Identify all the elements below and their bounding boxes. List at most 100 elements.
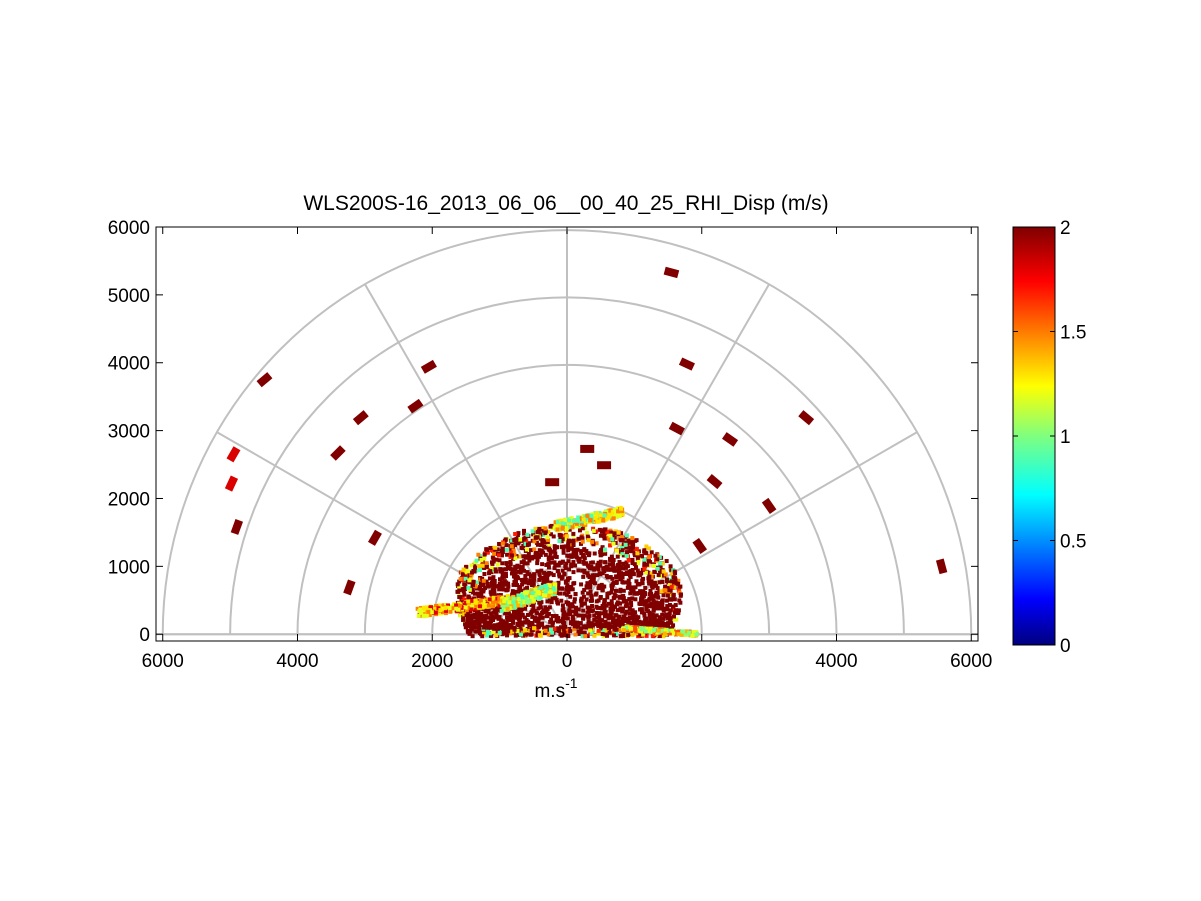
data-cell <box>679 632 684 637</box>
x-axis-label: m.s-1 <box>534 675 577 702</box>
data-cell <box>574 621 579 626</box>
data-cell-isolated <box>343 579 356 596</box>
data-cell <box>577 631 582 636</box>
data-cell <box>620 538 625 543</box>
data-cell <box>567 518 572 523</box>
data-cell <box>486 626 491 631</box>
data-cell <box>504 543 509 548</box>
data-cell <box>472 562 477 567</box>
data-cell <box>623 604 628 609</box>
data-cell <box>603 610 608 615</box>
data-cell <box>648 626 653 631</box>
data-cell <box>622 614 627 619</box>
data-cell <box>517 587 522 592</box>
data-cell <box>623 542 628 547</box>
data-cell <box>550 526 555 531</box>
data-cell <box>570 587 575 592</box>
data-cell <box>438 608 443 613</box>
data-cell <box>635 591 640 596</box>
data-cell <box>620 512 625 517</box>
data-cell <box>424 613 429 618</box>
data-cell <box>596 567 601 572</box>
data-cell-isolated <box>722 432 739 447</box>
data-cell <box>611 566 616 571</box>
data-cell <box>649 582 654 587</box>
data-cell <box>540 538 545 543</box>
data-cell <box>608 538 613 543</box>
data-cell <box>484 561 489 566</box>
data-cell <box>593 566 598 571</box>
data-cell <box>613 604 618 609</box>
data-cell <box>610 510 615 515</box>
data-cell <box>653 553 658 558</box>
data-cell <box>648 588 653 593</box>
y-tick-label: 4000 <box>108 354 150 375</box>
data-cell <box>566 545 571 550</box>
data-cell <box>569 584 574 589</box>
data-cell <box>536 630 541 635</box>
data-cell <box>457 579 462 584</box>
data-cell <box>637 632 642 637</box>
data-cell <box>517 611 522 616</box>
data-cell <box>559 560 564 565</box>
data-cell <box>603 619 608 624</box>
data-cell <box>586 564 591 569</box>
data-cell <box>612 633 617 638</box>
data-cell <box>572 599 577 604</box>
data-cell <box>581 554 586 559</box>
data-cell <box>578 621 583 626</box>
data-cell <box>520 600 525 605</box>
data-cell <box>517 554 522 559</box>
data-cell <box>537 633 542 638</box>
data-cell <box>637 628 642 633</box>
data-cell <box>527 623 532 628</box>
data-cell <box>497 630 502 635</box>
data-cell <box>601 611 606 616</box>
data-cell <box>570 525 575 530</box>
data-cell <box>506 584 511 589</box>
data-cell <box>617 560 622 565</box>
data-cell <box>506 629 511 634</box>
data-cell <box>654 583 659 588</box>
data-cell <box>557 532 562 537</box>
data-cell <box>671 623 676 628</box>
data-cell <box>421 614 426 619</box>
data-cell <box>525 532 530 537</box>
data-cell <box>504 623 509 628</box>
data-cell <box>560 521 565 526</box>
data-cell <box>580 539 585 544</box>
data-cell <box>504 630 509 635</box>
data-cell <box>592 617 597 622</box>
data-cell <box>580 634 585 639</box>
data-cell <box>592 633 597 638</box>
data-cell <box>513 531 518 536</box>
data-cell <box>600 606 605 611</box>
data-cell <box>522 536 527 541</box>
data-cell <box>548 551 553 556</box>
data-cell <box>498 606 503 611</box>
data-cell <box>492 615 497 620</box>
data-cell <box>616 509 621 514</box>
data-cell <box>523 554 528 559</box>
data-cell <box>499 548 504 553</box>
data-cell <box>582 521 587 526</box>
data-cell <box>609 610 614 615</box>
data-cell <box>490 577 495 582</box>
data-cell <box>598 595 603 600</box>
x-tick-label: 2000 <box>681 651 723 672</box>
data-cell <box>560 586 565 591</box>
data-cell <box>482 572 487 577</box>
data-cell <box>504 567 509 572</box>
data-cell <box>636 561 641 566</box>
data-cell <box>558 536 563 541</box>
data-cell <box>614 548 619 553</box>
data-cell <box>515 583 520 588</box>
data-cell <box>556 615 561 620</box>
data-cell <box>613 540 618 545</box>
data-cell <box>517 597 522 602</box>
data-cell <box>561 627 566 632</box>
data-cell <box>556 584 561 589</box>
data-cell <box>546 561 551 566</box>
data-cell <box>484 621 489 626</box>
